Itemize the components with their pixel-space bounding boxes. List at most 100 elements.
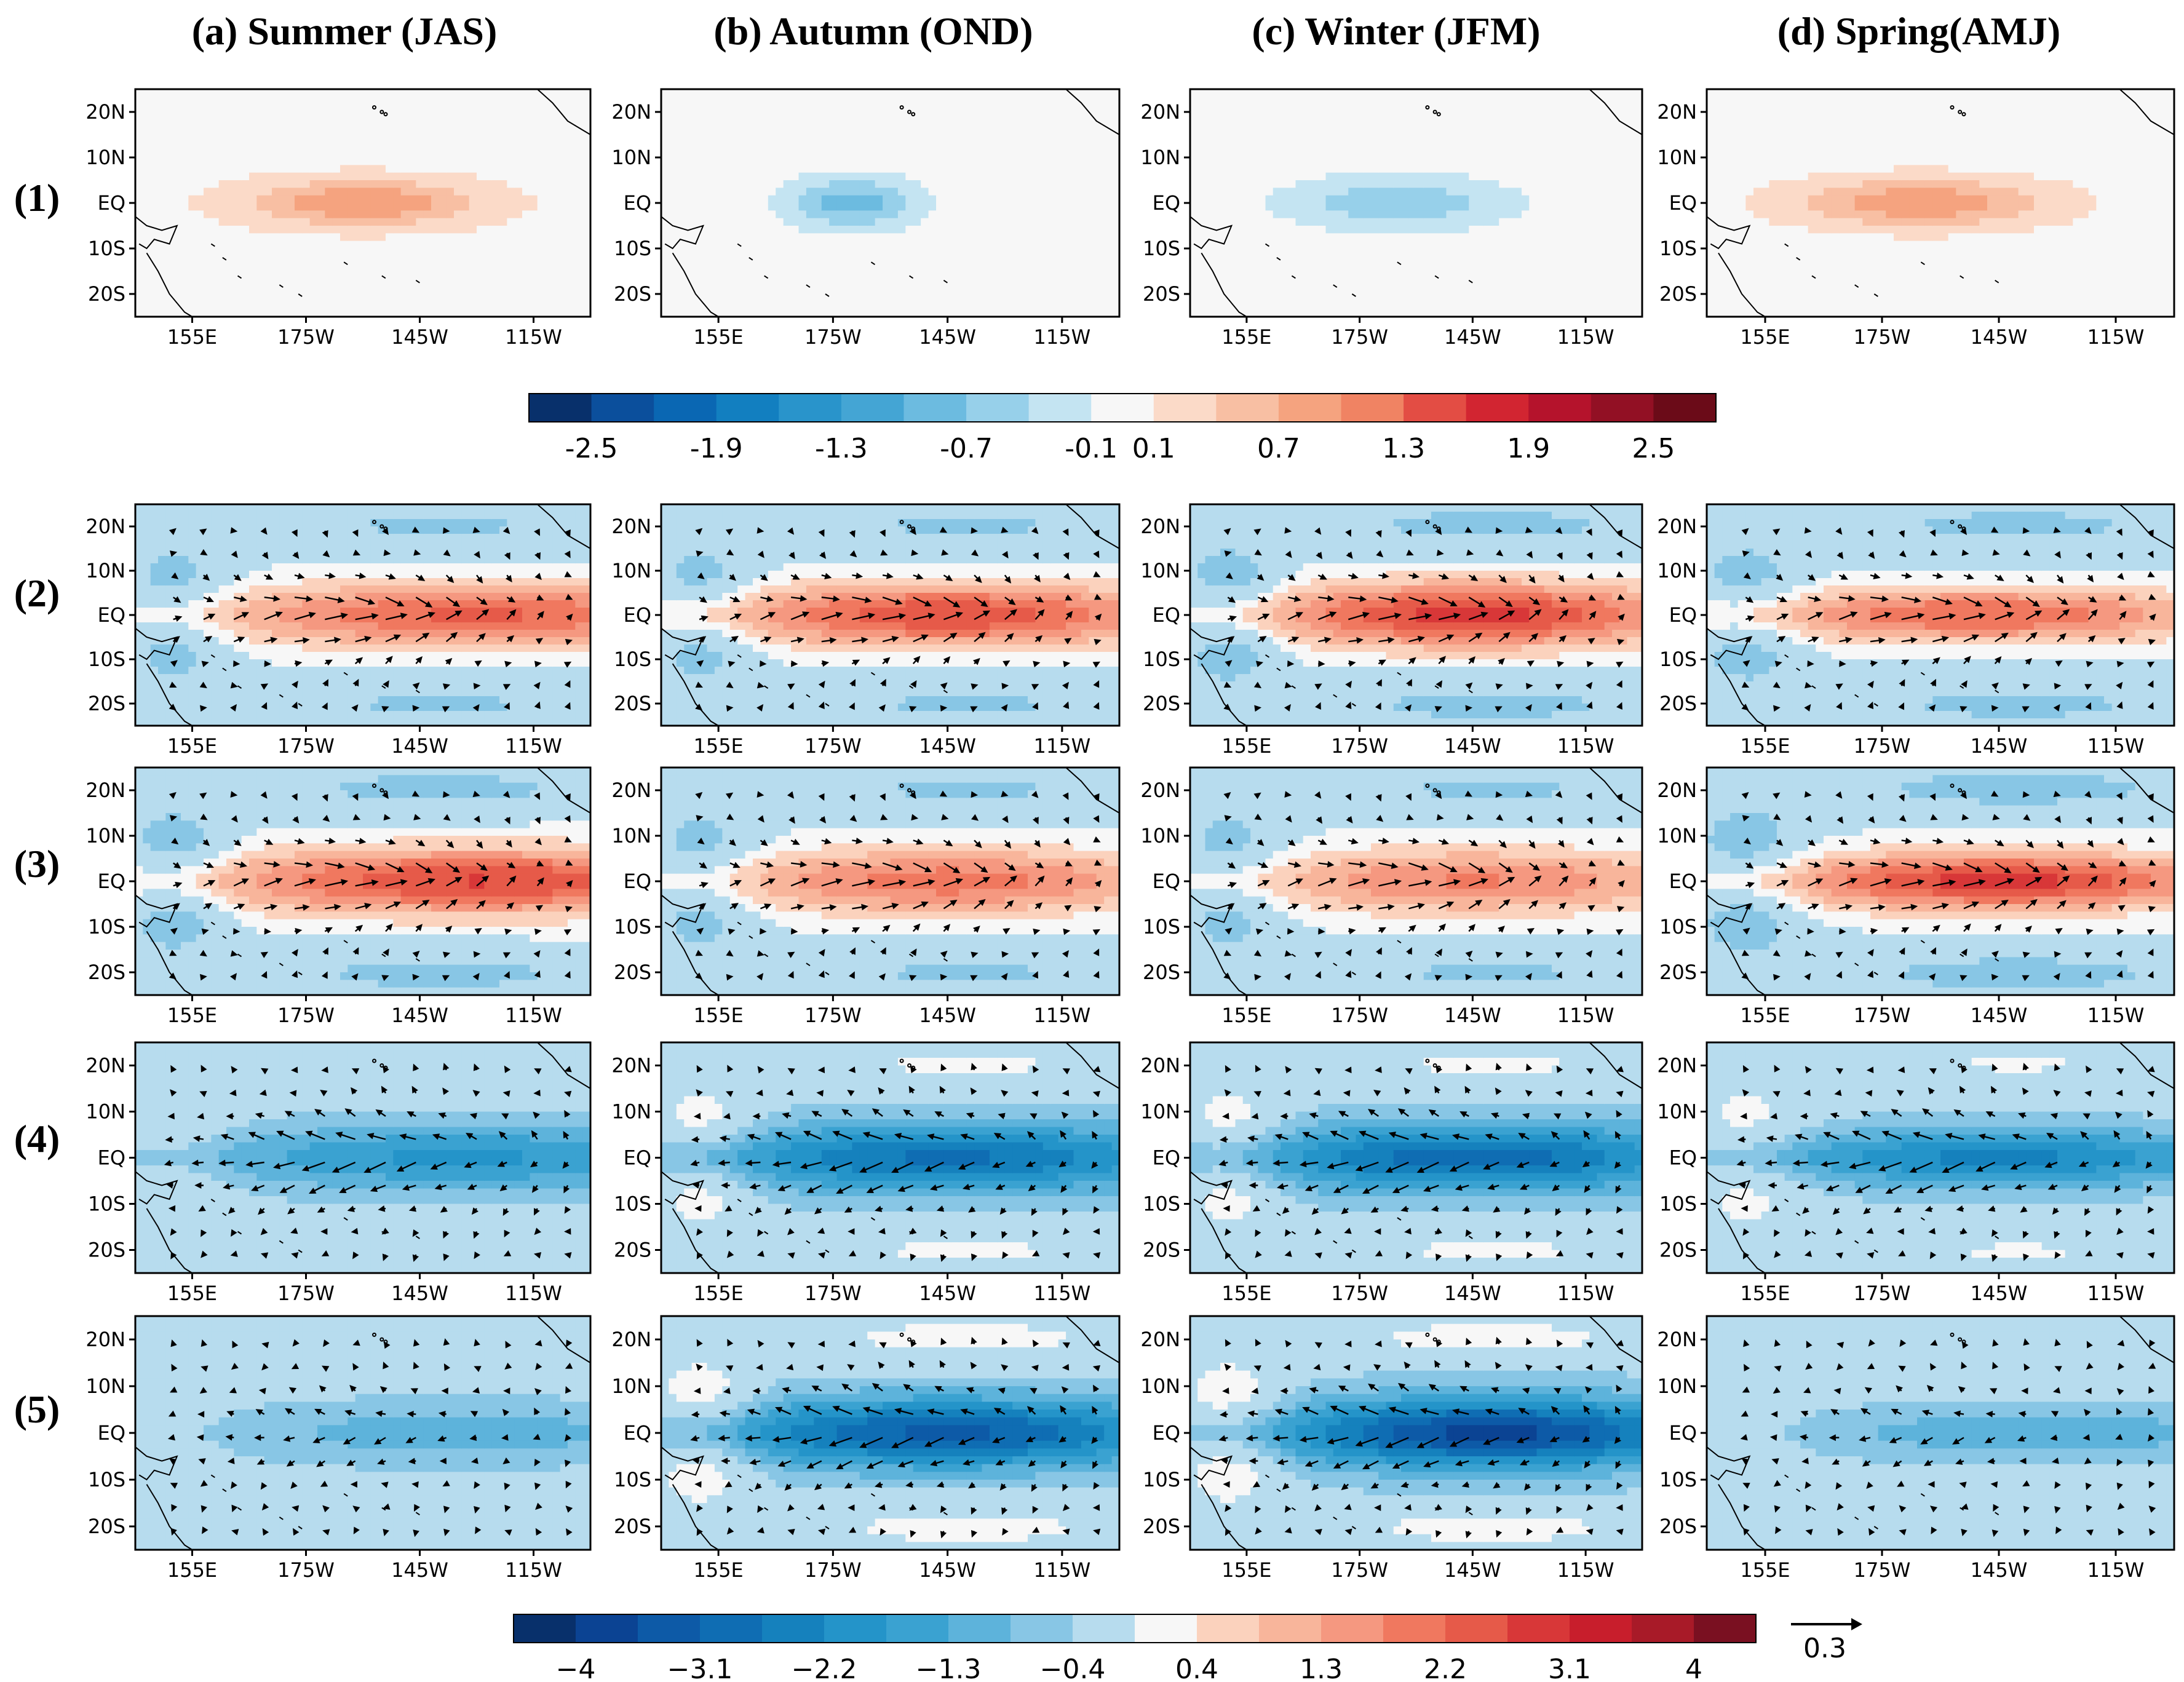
heatmap-cell: [1005, 294, 1013, 302]
heatmap-cell: [439, 248, 447, 256]
heatmap-cell: [507, 256, 515, 264]
heatmap-cell: [272, 294, 280, 302]
heatmap-cell: [799, 279, 807, 287]
heatmap-cell: [272, 233, 280, 241]
heatmap-cell: [844, 248, 852, 256]
heatmap-cell: [1394, 196, 1402, 204]
heatmap-cell: [295, 279, 303, 287]
heatmap-cell: [1477, 188, 1485, 196]
heatmap-cell: [1097, 264, 1105, 272]
heatmap-cell: [1364, 218, 1372, 226]
heatmap-cell: [340, 241, 348, 249]
heatmap-cell: [515, 233, 523, 241]
heatmap-cell: [837, 188, 845, 196]
heatmap-cell: [1341, 294, 1349, 302]
heatmap-cell: [1213, 89, 1221, 97]
heatmap-cell: [776, 142, 784, 150]
heatmap-cell: [211, 188, 219, 196]
heatmap-cell: [461, 112, 469, 120]
heatmap-cell: [1005, 105, 1013, 113]
heatmap-cell: [165, 271, 173, 279]
heatmap-cell: [1424, 271, 1432, 279]
heatmap-cell: [393, 233, 401, 241]
heatmap-cell: [492, 226, 500, 234]
heatmap-cell: [530, 233, 538, 241]
heatmap-cell: [959, 241, 967, 249]
heatmap-cell: [1311, 241, 1319, 249]
heatmap-cell: [722, 218, 730, 226]
heatmap-cell: [378, 248, 386, 256]
heatmap-cell: [158, 173, 166, 181]
heatmap-cell: [1104, 105, 1112, 113]
heatmap-cell: [776, 119, 784, 127]
heatmap-cell: [707, 150, 715, 158]
heatmap-cell: [173, 279, 181, 287]
heatmap-cell: [1228, 279, 1236, 287]
heatmap-cell: [378, 135, 386, 143]
heatmap-cell: [1035, 105, 1043, 113]
heatmap-cell: [1333, 173, 1341, 181]
heatmap-cell: [295, 248, 303, 256]
heatmap-cell: [982, 180, 990, 188]
heatmap-cell: [522, 105, 530, 113]
heatmap-cell: [1371, 271, 1379, 279]
heatmap-cell: [249, 294, 257, 302]
heatmap-cell: [1318, 112, 1326, 120]
heatmap-cell: [822, 294, 830, 302]
heatmap-cell: [974, 248, 982, 256]
heatmap-cell: [424, 264, 432, 272]
heatmap-cell: [1394, 264, 1402, 272]
heatmap-cell: [1371, 127, 1379, 135]
heatmap-cell: [791, 89, 799, 97]
heatmap-cell: [990, 287, 998, 295]
heatmap-cell: [1499, 89, 1507, 97]
heatmap-cell: [347, 180, 355, 188]
heatmap-cell: [302, 188, 310, 196]
heatmap-cell: [1491, 203, 1499, 211]
heatmap-cell: [768, 119, 776, 127]
heatmap-cell: [552, 203, 560, 211]
heatmap-cell: [211, 150, 219, 158]
heatmap-cell: [1454, 173, 1462, 181]
heatmap-cell: [249, 150, 257, 158]
heatmap-cell: [1454, 112, 1462, 120]
heatmap-cell: [760, 105, 768, 113]
heatmap-cell: [1469, 203, 1477, 211]
heatmap-cell: [891, 165, 899, 173]
heatmap-cell: [393, 180, 401, 188]
heatmap-cell: [921, 279, 929, 287]
heatmap-cell: [1499, 119, 1507, 127]
heatmap-cell: [370, 241, 378, 249]
heatmap-cell: [1341, 256, 1349, 264]
heatmap-cell: [461, 188, 469, 196]
heatmap-cell: [875, 196, 883, 204]
heatmap-cell: [1311, 218, 1319, 226]
heatmap-cell: [272, 180, 280, 188]
heatmap-cell: [1333, 294, 1341, 302]
heatmap-cell: [1058, 203, 1066, 211]
heatmap-cell: [1447, 218, 1455, 226]
heatmap-cell: [699, 196, 707, 204]
heatmap-cell: [204, 165, 212, 173]
heatmap-cell: [1326, 127, 1334, 135]
heatmap-cell: [768, 127, 776, 135]
heatmap-cell: [507, 294, 515, 302]
heatmap-cell: [575, 301, 583, 309]
heatmap-cell: [875, 294, 883, 302]
heatmap-cell: [530, 301, 538, 309]
heatmap-cell: [1190, 157, 1198, 165]
heatmap-cell: [814, 226, 822, 234]
heatmap-cell: [1447, 226, 1455, 234]
heatmap-cell: [1005, 112, 1013, 120]
heatmap-cell: [1416, 301, 1424, 309]
heatmap-cell: [1484, 218, 1492, 226]
heatmap-cell: [1408, 165, 1416, 173]
heatmap-cell: [188, 210, 196, 218]
heatmap-cell: [1371, 196, 1379, 204]
heatmap-cell: [439, 119, 447, 127]
heatmap-cell: [1266, 287, 1274, 295]
heatmap-cell: [347, 112, 355, 120]
heatmap-cell: [1258, 119, 1266, 127]
heatmap-cell: [355, 226, 363, 234]
heatmap-cell: [822, 89, 830, 97]
